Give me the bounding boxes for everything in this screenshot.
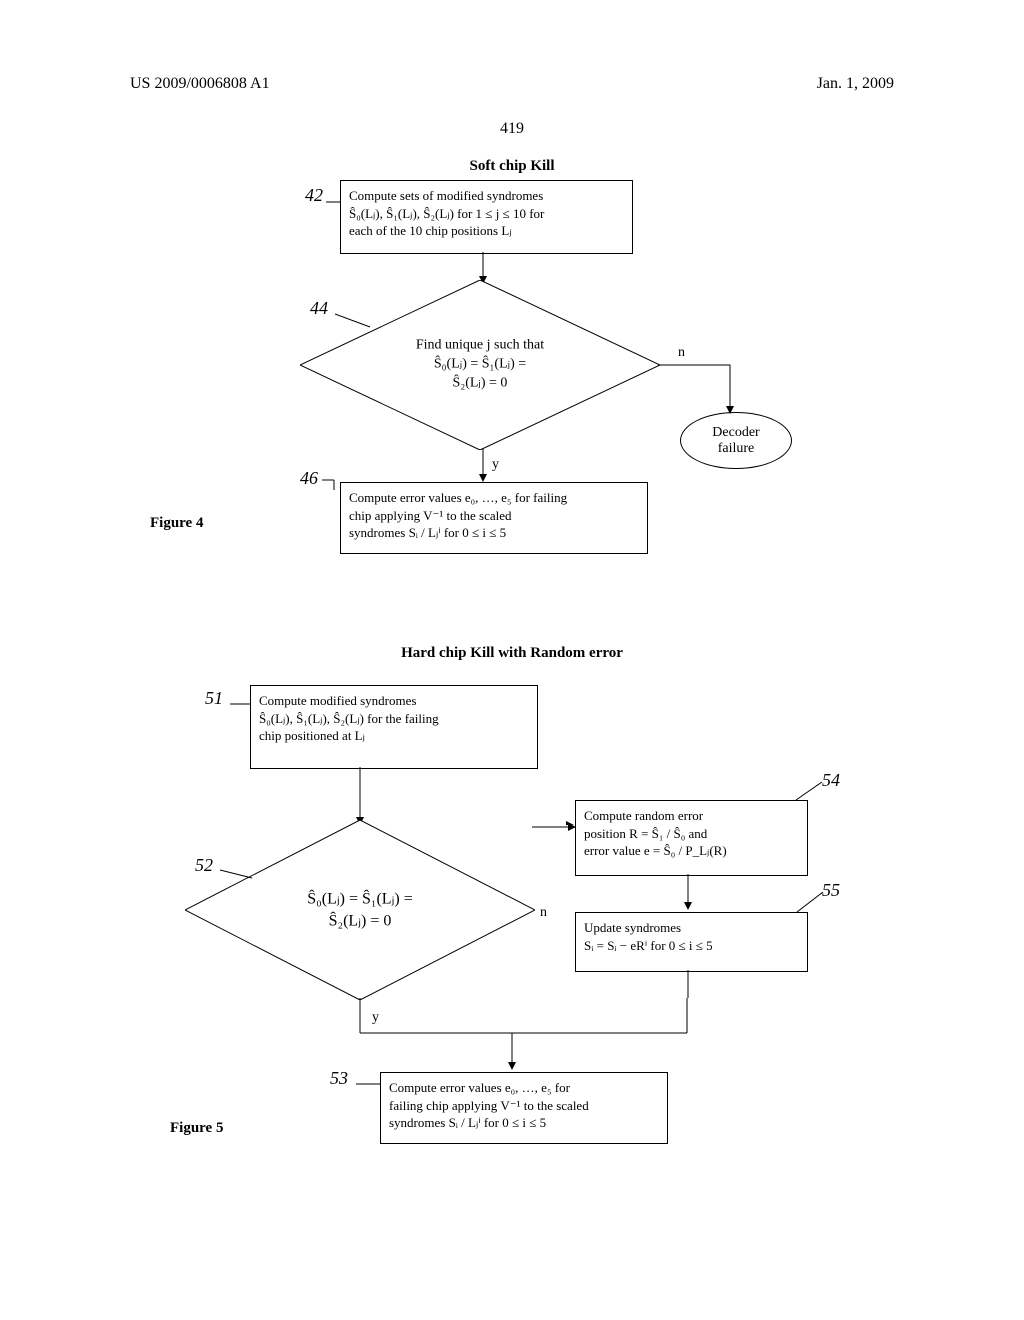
arrow-y — [475, 448, 491, 484]
leader-line — [793, 892, 825, 914]
node-line: error value e = Ŝ₀ / P_Lⱼ(R) — [584, 842, 799, 860]
node-ellipse-fail: Decoder failure — [680, 412, 792, 469]
arrow-n — [658, 362, 738, 418]
node-line: Ŝ₂(Lⱼ) = 0 — [185, 910, 535, 932]
node-line: Compute modified syndromes — [259, 692, 529, 710]
figure5-caption: Figure 5 — [170, 1120, 223, 1137]
node-box-54: Compute random error position R = Ŝ₁ / Ŝ… — [575, 800, 808, 876]
ref-52: 52 — [195, 855, 213, 876]
node-box-42: Compute sets of modified syndromes Ŝ₀(Lⱼ… — [340, 180, 633, 254]
figure4-title: Soft chip Kill — [469, 158, 554, 175]
node-line: Compute error values e₀, …, e₅ for faili… — [349, 489, 639, 507]
node-line: failing chip applying V⁻¹ to the scaled — [389, 1097, 659, 1115]
node-line: Ŝ₀(Lⱼ) = Ŝ₁(Lⱼ) = — [185, 888, 535, 910]
node-line: Sᵢ = Sᵢ − eRⁱ for 0 ≤ i ≤ 5 — [584, 937, 799, 955]
node-line: failure — [712, 441, 759, 457]
node-line: Compute error values e₀, …, e₅ for — [389, 1079, 659, 1097]
node-box-53: Compute error values e₀, …, e₅ for faili… — [380, 1072, 668, 1144]
node-line: Ŝ₀(Lⱼ), Ŝ₁(Lⱼ), Ŝ₂(Lⱼ) for 1 ≤ j ≤ 10 fo… — [349, 205, 624, 223]
arrow-n-5b — [532, 820, 580, 834]
node-line: chip positioned at Lⱼ — [259, 727, 529, 745]
node-line: position R = Ŝ₁ / Ŝ₀ and — [584, 825, 799, 843]
node-line: Ŝ₀(Lⱼ) = Ŝ₁(Lⱼ) = — [300, 356, 660, 375]
leader-line — [230, 700, 252, 708]
node-line: each of the 10 chip positions Lⱼ — [349, 222, 624, 240]
figure5-title: Hard chip Kill with Random error — [401, 645, 623, 662]
leader-line — [220, 866, 256, 882]
ref-42: 42 — [305, 185, 323, 206]
ref-46: 46 — [300, 468, 318, 489]
edge-label-n5: n — [540, 905, 547, 921]
leader-line — [326, 198, 342, 206]
patent-pub-number: US 2009/0006808 A1 — [130, 75, 270, 93]
ref-53: 53 — [330, 1068, 348, 1089]
node-diamond-44: Find unique j such that Ŝ₀(Lⱼ) = Ŝ₁(Lⱼ) … — [300, 280, 660, 450]
arrow-stub — [680, 970, 696, 1000]
leader-line — [335, 310, 375, 330]
ref-51: 51 — [205, 688, 223, 709]
node-line: Update syndromes — [584, 919, 799, 937]
node-line: chip applying V⁻¹ to the scaled — [349, 507, 639, 525]
leader-line — [356, 1080, 382, 1088]
node-line: syndromes Sᵢ / Lⱼⁱ for 0 ≤ i ≤ 5 — [389, 1114, 659, 1132]
figure4-caption: Figure 4 — [150, 515, 203, 532]
node-box-55: Update syndromes Sᵢ = Sᵢ − eRⁱ for 0 ≤ i… — [575, 912, 808, 972]
edge-label-n: n — [678, 345, 685, 361]
ref-54: 54 — [822, 770, 840, 791]
node-box-51: Compute modified syndromes Ŝ₀(Lⱼ), Ŝ₁(Lⱼ… — [250, 685, 538, 769]
node-diamond-52: Ŝ₀(Lⱼ) = Ŝ₁(Lⱼ) = Ŝ₂(Lⱼ) = 0 — [185, 820, 535, 1000]
ref-44: 44 — [310, 298, 328, 319]
patent-date: Jan. 1, 2009 — [817, 75, 894, 93]
node-line: Compute random error — [584, 807, 799, 825]
page-number: 419 — [500, 120, 524, 138]
node-line: Find unique j such that — [300, 337, 660, 356]
leader-line — [792, 782, 824, 804]
node-line: syndromes Sᵢ / Lⱼⁱ for 0 ≤ i ≤ 5 — [349, 524, 639, 542]
node-line: Ŝ₀(Lⱼ), Ŝ₁(Lⱼ), Ŝ₂(Lⱼ) for the failing — [259, 710, 529, 728]
arrow-down — [352, 767, 368, 827]
node-line: Compute sets of modified syndromes — [349, 187, 624, 205]
edge-label-y: y — [492, 457, 499, 473]
edge-label-y5: y — [372, 1010, 379, 1026]
node-line: Decoder — [712, 425, 759, 441]
node-box-46: Compute error values e₀, …, e₅ for faili… — [340, 482, 648, 554]
arrow-merge — [352, 998, 712, 1076]
leader-line — [322, 476, 346, 490]
arrow-down — [680, 874, 696, 914]
node-line: Ŝ₂(Lⱼ) = 0 — [300, 374, 660, 393]
